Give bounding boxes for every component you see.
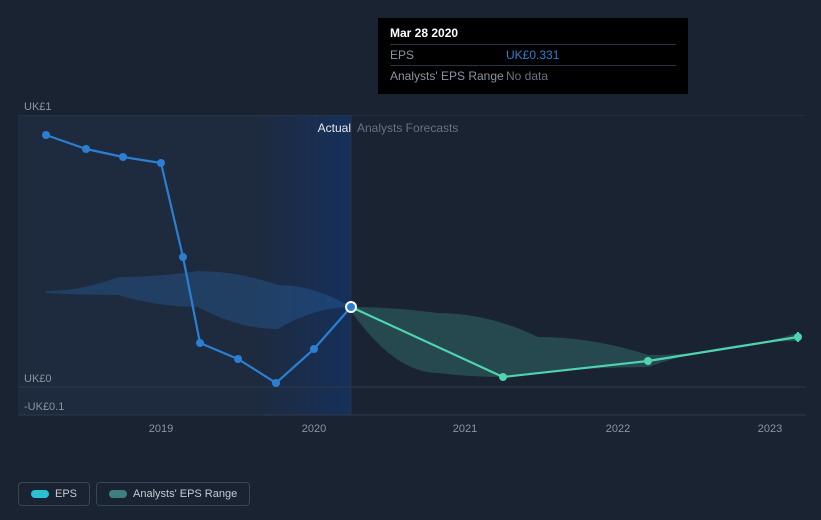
x-axis-label: 2020 xyxy=(302,423,326,435)
tooltip-row-value: UK£0.331 xyxy=(506,48,559,62)
tooltip-row-label: EPS xyxy=(390,48,506,62)
y-axis-label: UK£1 xyxy=(24,101,52,113)
chart-tooltip: Mar 28 2020 EPSUK£0.331Analysts' EPS Ran… xyxy=(378,18,688,94)
x-axis-label: 2019 xyxy=(149,423,173,435)
legend-swatch xyxy=(109,490,125,498)
y-axis-label: UK£0 xyxy=(24,373,52,385)
legend-swatch xyxy=(31,490,47,498)
tooltip-row: EPSUK£0.331 xyxy=(390,44,676,65)
legend-label: Analysts' EPS Range xyxy=(133,488,237,500)
legend-label: EPS xyxy=(55,488,77,500)
eps-chart: UK£1UK£0-UK£0.1 20192020202120222023 Act… xyxy=(18,115,806,445)
legend-item[interactable]: Analysts' EPS Range xyxy=(96,482,250,506)
legend-item[interactable]: EPS xyxy=(18,482,90,506)
tooltip-row-label: Analysts' EPS Range xyxy=(390,69,506,83)
x-axis-label: 2022 xyxy=(606,423,630,435)
x-axis-label: 2021 xyxy=(453,423,477,435)
chart-svg xyxy=(18,115,806,445)
tooltip-date: Mar 28 2020 xyxy=(390,26,676,44)
region-label-actual: Actual xyxy=(18,121,351,135)
tooltip-row-value: No data xyxy=(506,69,548,83)
chart-legend: EPS Analysts' EPS Range xyxy=(18,482,250,506)
y-axis-label: -UK£0.1 xyxy=(24,401,64,413)
x-axis-label: 2023 xyxy=(758,423,782,435)
tooltip-row: Analysts' EPS RangeNo data xyxy=(390,65,676,86)
region-label-forecast: Analysts Forecasts xyxy=(357,121,458,135)
